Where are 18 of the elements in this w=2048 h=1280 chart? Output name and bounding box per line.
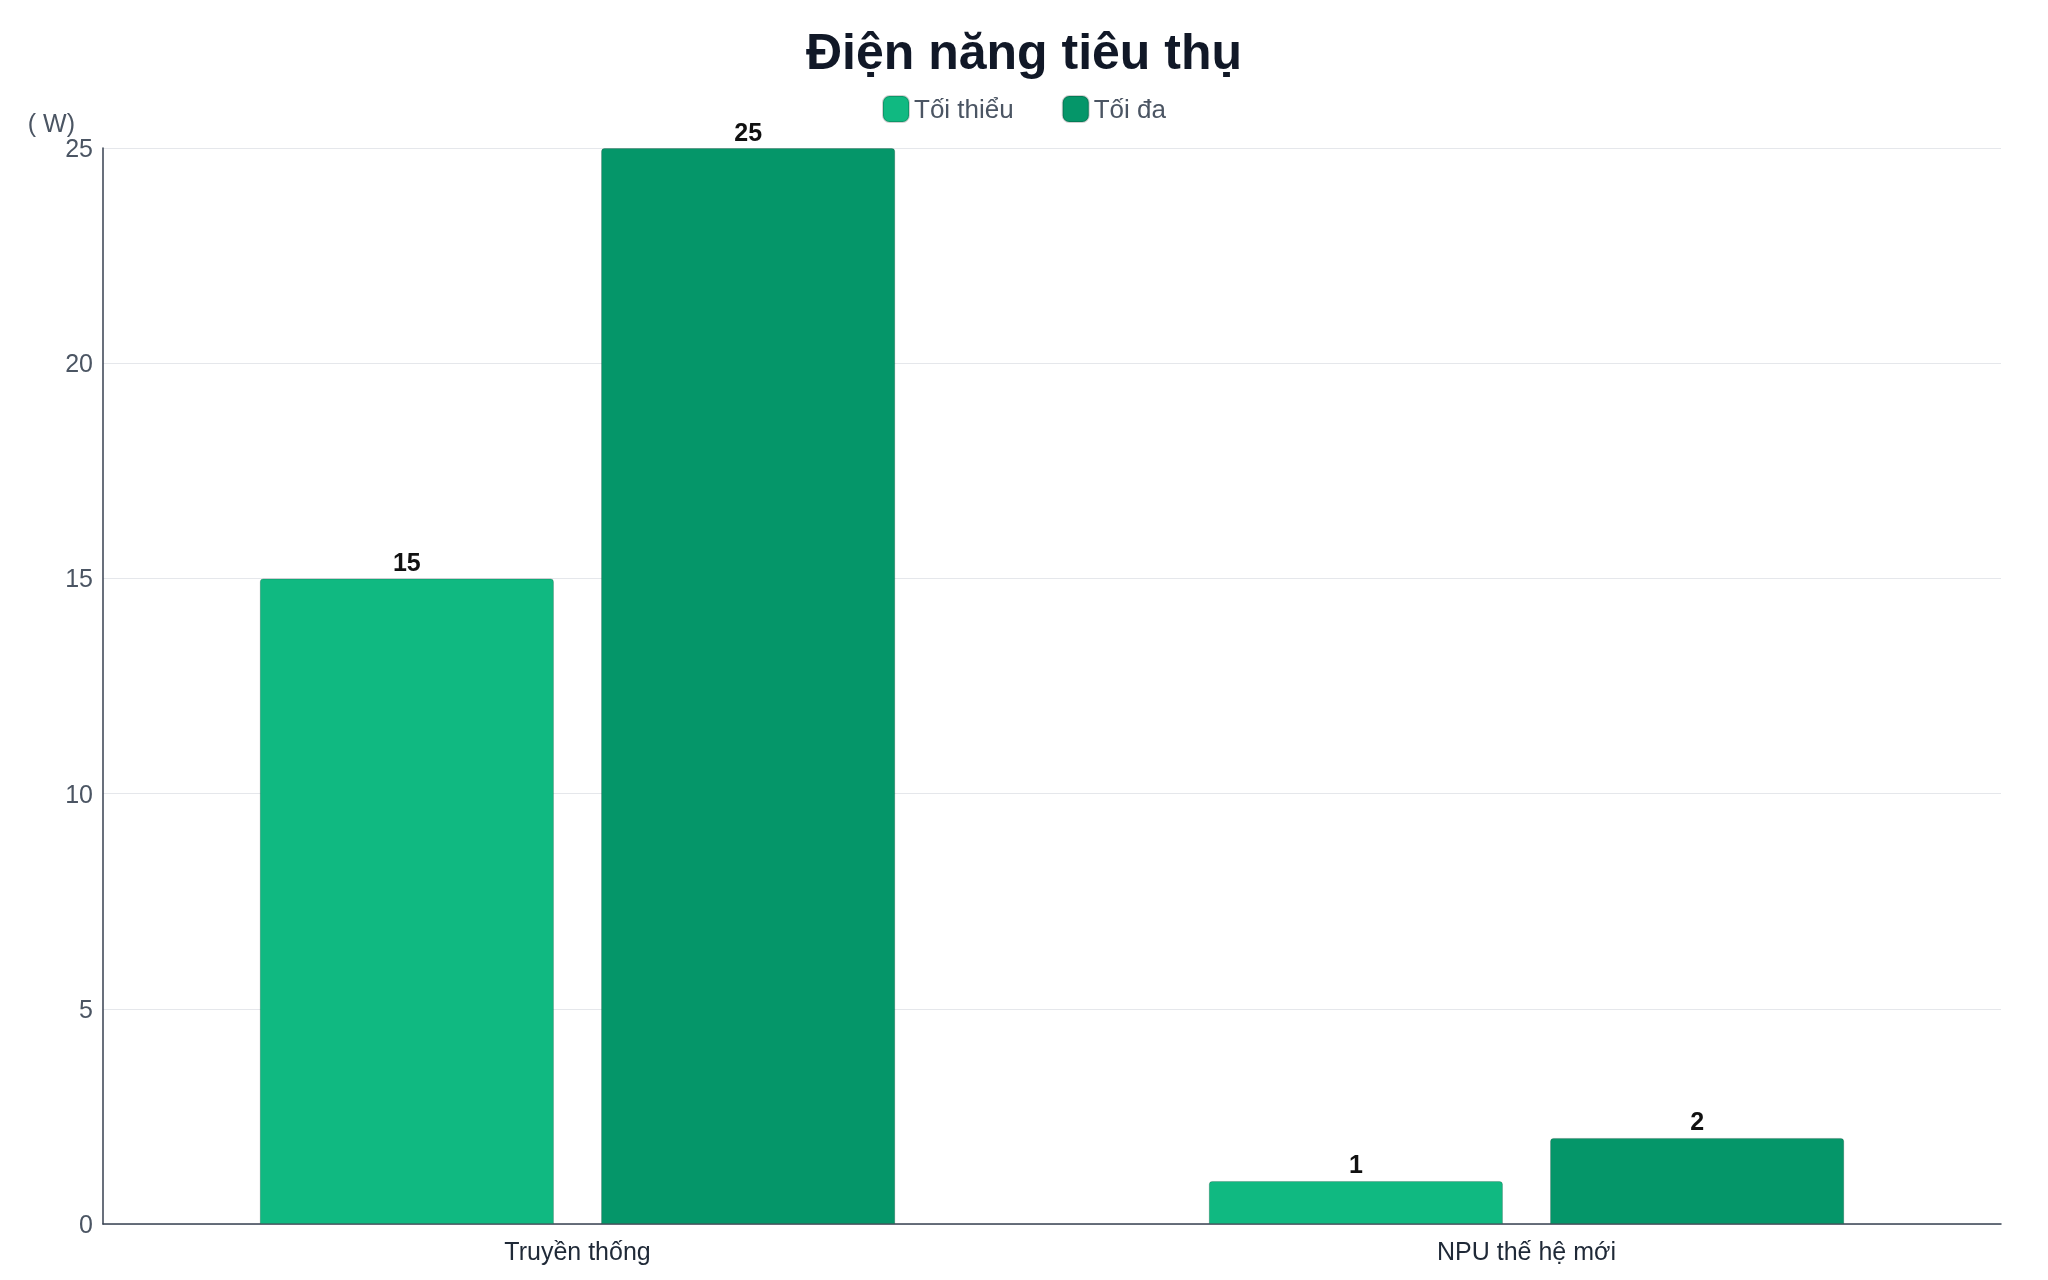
y-tick-label: 5 bbox=[79, 994, 93, 1023]
bar bbox=[1550, 1137, 1845, 1224]
data-label: 25 bbox=[734, 117, 763, 146]
data-label: 2 bbox=[1690, 1107, 1705, 1136]
bar bbox=[259, 578, 554, 1224]
x-tick-label: Truyền thống bbox=[504, 1236, 651, 1265]
y-tick-label: 15 bbox=[65, 564, 93, 593]
data-label: 1 bbox=[1348, 1150, 1363, 1179]
legend-label: Tối thiểu bbox=[914, 94, 1014, 124]
bar bbox=[601, 148, 896, 1224]
chart-title: Điện năng tiêu thụ bbox=[805, 24, 1243, 80]
y-tick-label: 0 bbox=[79, 1210, 93, 1238]
data-label: 15 bbox=[392, 547, 421, 576]
x-tick-label: NPU thế hệ mới bbox=[1437, 1236, 1616, 1265]
bar bbox=[1208, 1180, 1503, 1224]
y-tick-label: 10 bbox=[65, 779, 93, 808]
y-tick-label: 20 bbox=[65, 349, 93, 378]
legend-label: Tối đa bbox=[1093, 94, 1167, 124]
